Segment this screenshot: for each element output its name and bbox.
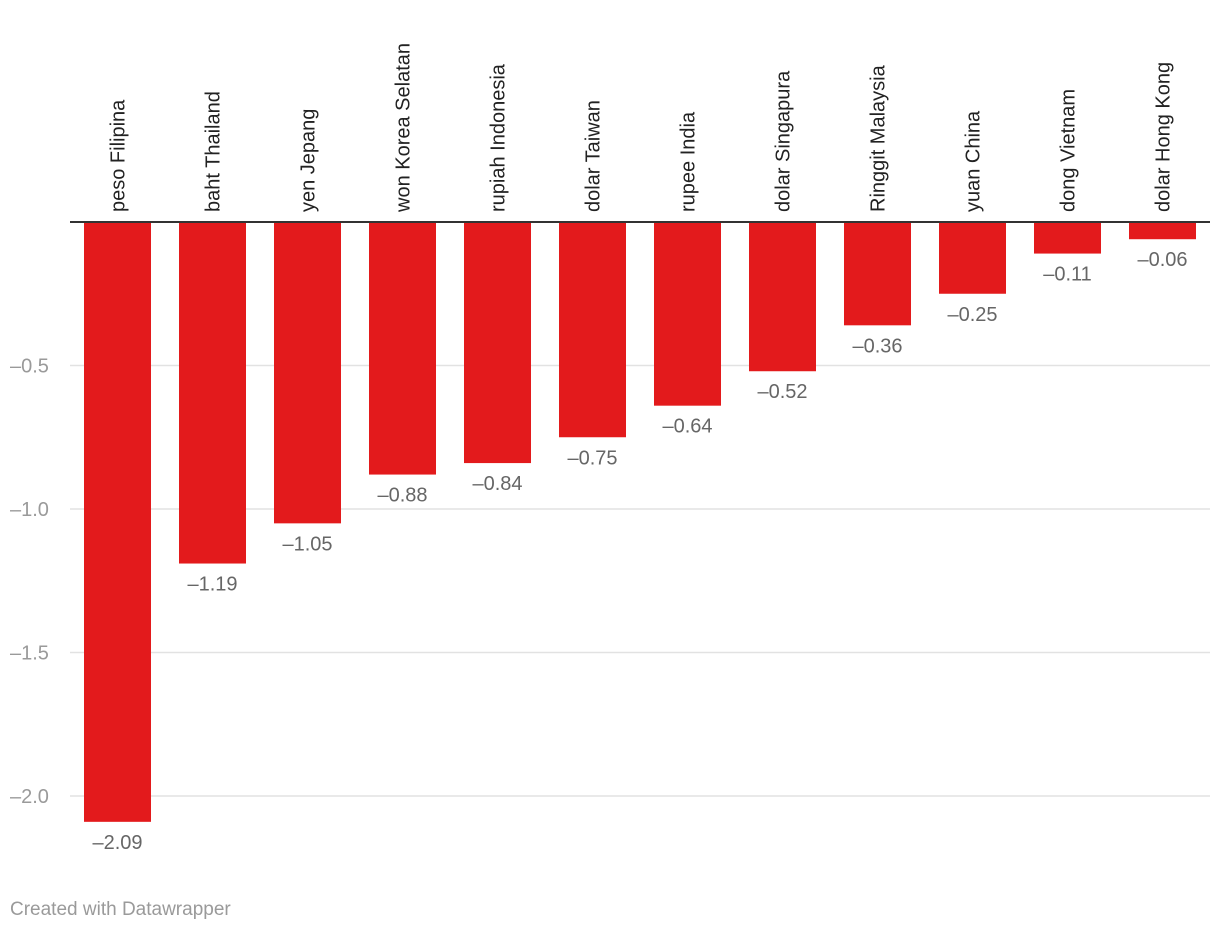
bar — [179, 222, 246, 564]
value-label: –0.88 — [377, 485, 427, 507]
value-labels: –2.09 –1.19 –1.05 –0.88 –0.84 –0.75 –0.64 –0.52… — [92, 249, 1187, 854]
value-label: –0.75 — [567, 447, 617, 469]
value-label: –0.25 — [947, 304, 997, 326]
value-label: –0.84 — [472, 473, 522, 495]
gridlines — [70, 364, 1210, 797]
bar — [844, 222, 911, 326]
value-label: –0.64 — [662, 416, 712, 438]
bar — [1129, 222, 1196, 240]
value-label: –1.19 — [187, 574, 237, 596]
category-label: peso Filipina — [108, 99, 130, 212]
y-tick-labels: –0.5 –1.0 –1.5 –2.0 — [10, 356, 49, 809]
y-tick-label: –1.0 — [10, 499, 49, 521]
category-label: dolar Singapura — [773, 70, 795, 212]
y-tick-label: –1.5 — [10, 643, 49, 665]
category-label: dolar Hong Kong — [1153, 62, 1175, 212]
category-label: dong Vietnam — [1058, 89, 1080, 212]
value-label: –0.36 — [852, 335, 902, 357]
y-tick-label: –2.0 — [10, 786, 49, 808]
category-label: rupee India — [678, 111, 700, 212]
credit-text: Created with Datawrapper — [10, 899, 231, 920]
bar — [749, 222, 816, 372]
bar — [559, 222, 626, 438]
category-label: Ringgit Malaysia — [868, 64, 890, 212]
category-label: baht Thailand — [203, 91, 225, 212]
category-label: yuan China — [963, 110, 985, 212]
bar — [369, 222, 436, 475]
bar — [654, 222, 721, 406]
y-tick-label: –0.5 — [10, 356, 49, 378]
category-label: won Korea Selatan — [393, 43, 415, 213]
bar — [939, 222, 1006, 294]
bars — [84, 222, 1196, 822]
category-label: dolar Taiwan — [583, 100, 605, 212]
category-label: rupiah Indonesia — [488, 63, 510, 212]
value-label: –0.11 — [1043, 264, 1092, 286]
category-labels: peso Filipina baht Thailand yen Jepang won … — [108, 43, 1175, 213]
value-label: –2.09 — [92, 832, 142, 854]
bar — [1034, 222, 1101, 254]
bar — [274, 222, 341, 524]
bar — [464, 222, 531, 464]
value-label: –1.05 — [282, 533, 332, 555]
value-label: –0.06 — [1137, 249, 1187, 271]
value-label: –0.52 — [757, 381, 807, 403]
bar — [84, 222, 151, 822]
category-label: yen Jepang — [298, 109, 320, 212]
